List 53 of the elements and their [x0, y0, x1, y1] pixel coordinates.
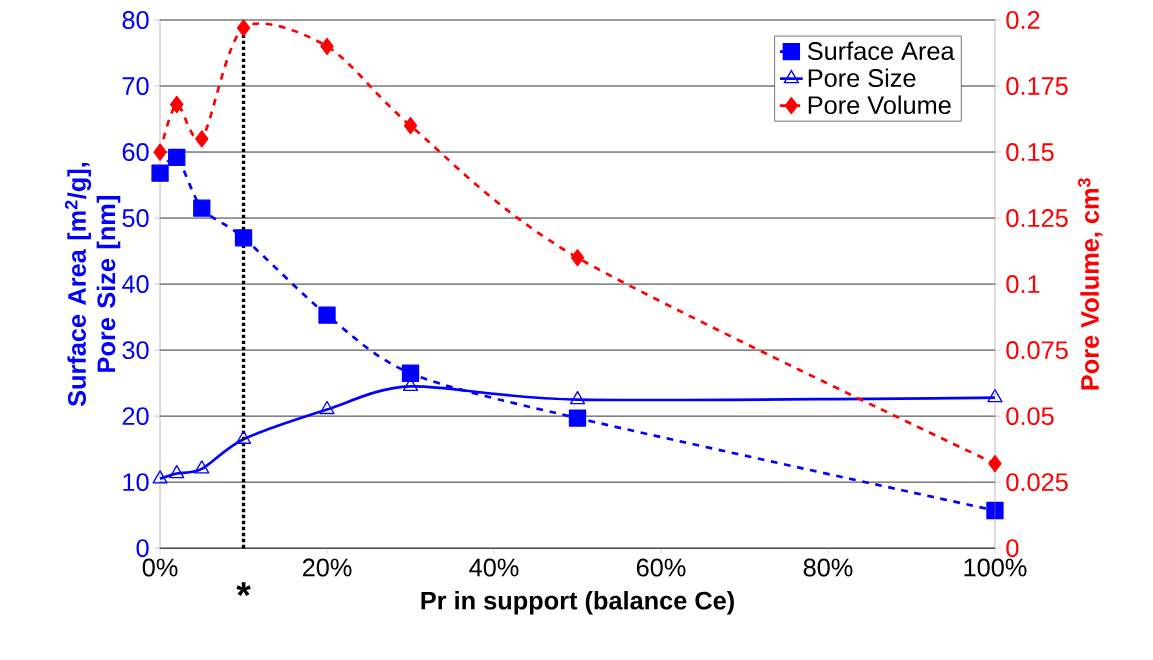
y-tick-label: 60 [122, 142, 149, 161]
point [987, 388, 1003, 403]
y2-tick-label: 0.125 [1006, 208, 1068, 227]
point [403, 116, 418, 135]
point [568, 409, 587, 427]
y2-tick-label: 0.2 [1006, 10, 1040, 29]
point [570, 248, 585, 267]
y-tick-label: 20 [122, 407, 149, 425]
x-tick-label: 20% [302, 558, 352, 577]
x-tick-label: 40% [469, 558, 519, 577]
point [318, 306, 336, 324]
y2-tick-label: 0.1 [1006, 275, 1040, 293]
point [151, 164, 169, 182]
y2-tick-label: 0.15 [1006, 142, 1054, 161]
y2-tick-label: 0.175 [1006, 76, 1068, 95]
point [235, 430, 252, 444]
point [169, 464, 185, 479]
x-tick-label: 80% [803, 558, 853, 577]
point [152, 470, 168, 484]
point [153, 143, 167, 161]
x-tick-label: 60% [636, 558, 686, 577]
y2-axis-title: Pore Volume, cm$^{3}$ [1077, 178, 1103, 390]
y-tick-label: 70 [122, 76, 149, 95]
point [320, 37, 334, 55]
ref-line-label: * [236, 582, 251, 597]
x-tick-label: 100% [964, 558, 1027, 577]
point [988, 454, 1002, 473]
point [194, 460, 210, 474]
y-tick-label: 50 [122, 208, 149, 227]
x-axis-title: Pr in support (balance Ce) [421, 590, 734, 615]
legend-label: Pore Size [808, 68, 916, 87]
y-tick-label: 10 [123, 473, 149, 492]
point [234, 229, 253, 247]
point [168, 148, 186, 166]
point [319, 400, 335, 415]
point [569, 390, 586, 405]
y-tick-label: 40 [122, 275, 149, 293]
point [195, 130, 209, 148]
point [193, 199, 211, 217]
x-tick-label: 0% [142, 558, 178, 577]
y2-tick-label: 0.075 [1006, 341, 1068, 359]
point [170, 95, 184, 114]
y-tick-label: 80 [122, 10, 149, 29]
legend-label: Pore Volume [808, 95, 951, 114]
point [236, 19, 251, 37]
point [401, 364, 420, 382]
y-axis-title: Surface Area [m$^{2}$/g], Pore Size [nm] [64, 162, 121, 407]
legend-label: Surface Area [807, 41, 955, 60]
y-tick-label: 0 [136, 539, 149, 558]
y2-tick-label: 0.025 [1006, 473, 1068, 492]
y2-tick-label: 0 [1006, 539, 1019, 558]
y-tick-label: 30 [122, 341, 149, 359]
y2-tick-label: 0.05 [1006, 407, 1054, 425]
